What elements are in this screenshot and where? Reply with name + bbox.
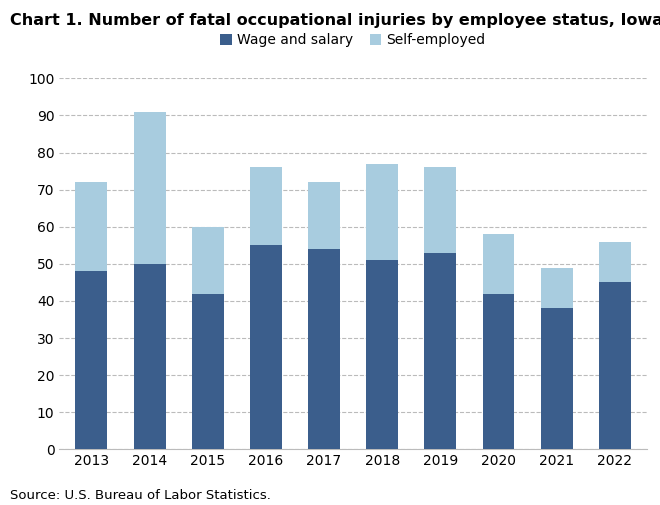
Bar — [541, 268, 573, 309]
Bar — [308, 182, 340, 249]
Legend: Wage and salary, Self-employed: Wage and salary, Self-employed — [220, 33, 486, 47]
Bar — [482, 234, 515, 293]
Bar — [541, 309, 573, 449]
Bar — [424, 252, 456, 449]
Bar — [191, 227, 224, 293]
Bar — [482, 293, 515, 449]
Text: Chart 1. Number of fatal occupational injuries by employee status, Iowa, 2013–22: Chart 1. Number of fatal occupational in… — [10, 13, 660, 28]
Bar — [366, 164, 398, 260]
Text: Source: U.S. Bureau of Labor Statistics.: Source: U.S. Bureau of Labor Statistics. — [10, 489, 271, 502]
Bar — [133, 112, 166, 264]
Bar — [75, 271, 108, 449]
Bar — [424, 167, 456, 252]
Bar — [308, 249, 340, 449]
Bar — [191, 293, 224, 449]
Bar — [366, 260, 398, 449]
Bar — [133, 264, 166, 449]
Bar — [250, 245, 282, 449]
Bar — [250, 167, 282, 245]
Bar — [599, 241, 631, 282]
Bar — [75, 182, 108, 271]
Bar — [599, 282, 631, 449]
